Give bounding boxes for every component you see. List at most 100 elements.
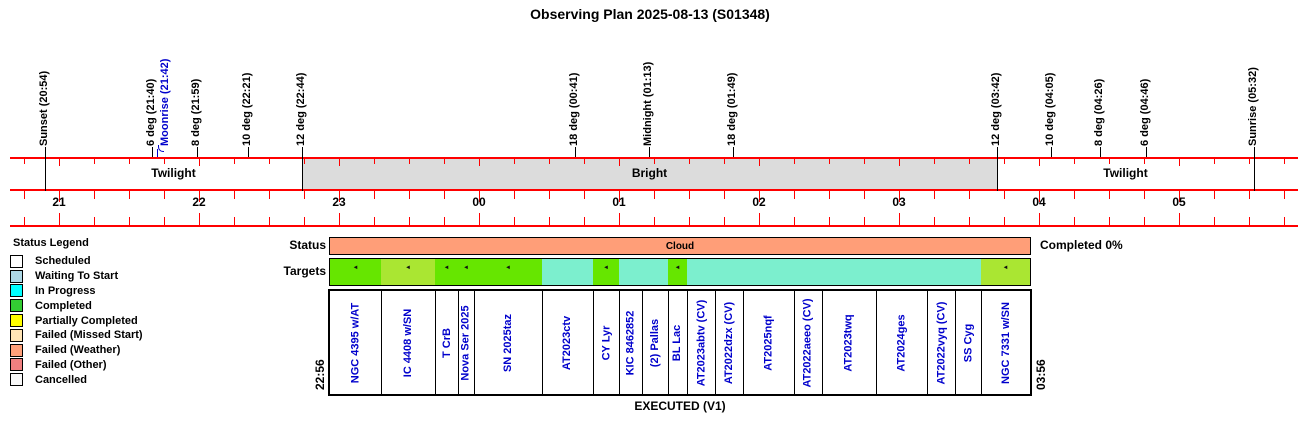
band-top-ruler — [10, 157, 1298, 159]
ruler-tick — [724, 159, 725, 164]
hour-label: 21 — [52, 195, 66, 209]
ruler-tick — [304, 191, 305, 199]
marker-tick — [302, 147, 303, 157]
marker-tick — [649, 147, 650, 157]
target-name-col: KIC 8462852 — [619, 291, 643, 394]
ruler-tick — [339, 191, 340, 202]
ruler-tick — [549, 191, 550, 199]
marker-label: Sunset (20:54) — [38, 70, 50, 146]
ruler-tick — [549, 217, 550, 225]
target-marker-icon: ◄ — [674, 265, 681, 271]
ruler-tick — [794, 217, 795, 225]
ruler-tick — [794, 159, 795, 164]
targets-row-label: Targets — [283, 264, 326, 278]
marker-band-line — [1254, 157, 1255, 191]
legend-item-label: Cancelled — [35, 373, 87, 386]
ruler-tick — [1109, 217, 1110, 225]
target-name-col: IC 4408 w/SN — [381, 291, 436, 394]
ruler-tick — [899, 213, 900, 225]
marker-tick — [733, 147, 734, 157]
ruler-tick — [479, 191, 480, 202]
ruler-tick — [374, 159, 375, 164]
target-name-col: AT2024ges — [876, 291, 928, 394]
target-marker-icon: ◄ — [463, 265, 469, 271]
ruler-tick — [1144, 191, 1145, 199]
target-name-col: AT2023abtv (CV) — [687, 291, 716, 394]
target-marker-icon: ◄ — [352, 265, 359, 271]
target-cell — [542, 259, 594, 285]
ruler-tick — [1039, 159, 1040, 166]
ruler-tick — [1284, 191, 1285, 199]
ruler-tick — [759, 159, 760, 166]
hour-label: 03 — [892, 195, 906, 209]
marker-label: 8 deg (21:59) — [190, 78, 202, 146]
target-name: AT2022aeeo (CV) — [802, 297, 814, 388]
marker-band-line — [302, 157, 303, 191]
marker-tick — [575, 147, 576, 157]
legend-item-label: Failed (Missed Start) — [35, 329, 143, 342]
ruler-tick — [164, 191, 165, 199]
ruler-tick — [689, 191, 690, 199]
marker-label: Moonrise (21:42) — [159, 58, 171, 146]
ruler-tick — [1284, 217, 1285, 225]
sky-band-fill — [302, 159, 997, 189]
marker-label: 10 deg (22:21) — [241, 72, 253, 146]
hour-label: 05 — [1172, 195, 1186, 209]
ruler-tick — [24, 159, 25, 164]
marker-label: 8 deg (04:26) — [1093, 78, 1105, 146]
ruler-tick — [234, 191, 235, 199]
hour-label: 23 — [332, 195, 346, 209]
ruler-tick — [1074, 191, 1075, 199]
ruler-tick — [584, 217, 585, 225]
ruler-tick — [759, 191, 760, 202]
ruler-tick — [1179, 213, 1180, 225]
ruler-tick — [1074, 217, 1075, 225]
ruler-tick — [409, 159, 410, 164]
target-names-block: NGC 4395 w/AT IC 4408 w/SN T CrB Nova Ser 2… — [328, 289, 1032, 396]
ruler-tick — [269, 217, 270, 225]
ruler-tick — [479, 213, 480, 225]
ruler-tick — [234, 217, 235, 225]
target-name-col: NGC 7331 w/SN — [981, 291, 1030, 394]
target-name: AT2022dzx (CV) — [723, 301, 736, 384]
ruler-tick — [584, 159, 585, 164]
ruler-tick — [514, 159, 515, 164]
ruler-tick — [934, 191, 935, 199]
hour-label: 02 — [752, 195, 766, 209]
ruler-tick — [94, 159, 95, 164]
target-cell — [955, 259, 982, 285]
marker-label: 6 deg (04:46) — [1139, 78, 1151, 146]
legend-item: Scheduled — [10, 254, 143, 269]
legend-item-label: Completed — [35, 299, 92, 312]
target-cell: ◄ — [458, 259, 475, 285]
legend-item: Failed (Other) — [10, 358, 143, 373]
ruler-tick — [129, 217, 130, 225]
target-name: AT2025nqf — [762, 314, 775, 371]
ruler-tick — [94, 217, 95, 225]
ruler-tick — [199, 213, 200, 225]
ruler-tick — [1214, 159, 1215, 164]
hour-label: 04 — [1032, 195, 1046, 209]
ruler-tick — [934, 159, 935, 164]
ruler-tick — [444, 159, 445, 164]
ruler-tick — [59, 191, 60, 202]
band-bottom-ruler — [10, 189, 1298, 191]
ruler-tick — [514, 217, 515, 225]
legend-item-label: Failed (Weather) — [35, 344, 121, 357]
target-name: CY Lyr — [600, 325, 613, 360]
ruler-tick — [1004, 159, 1005, 164]
legend-title: Status Legend — [13, 237, 89, 249]
target-name: KIC 8462852 — [624, 310, 637, 375]
target-name: NGC 4395 w/AT — [349, 302, 362, 383]
legend-item-label: Waiting To Start — [35, 270, 119, 283]
target-name-col: SS Cyg — [955, 291, 982, 394]
marker-tick — [197, 147, 198, 157]
hour-label: 01 — [612, 195, 626, 209]
legend-swatch — [10, 343, 23, 357]
target-cell: ◄ — [668, 259, 688, 285]
ruler-tick — [409, 217, 410, 225]
ruler-tick — [724, 191, 725, 199]
ruler-tick — [969, 217, 970, 225]
target-name-col: NGC 4395 w/AT — [330, 291, 382, 394]
target-cell — [715, 259, 744, 285]
